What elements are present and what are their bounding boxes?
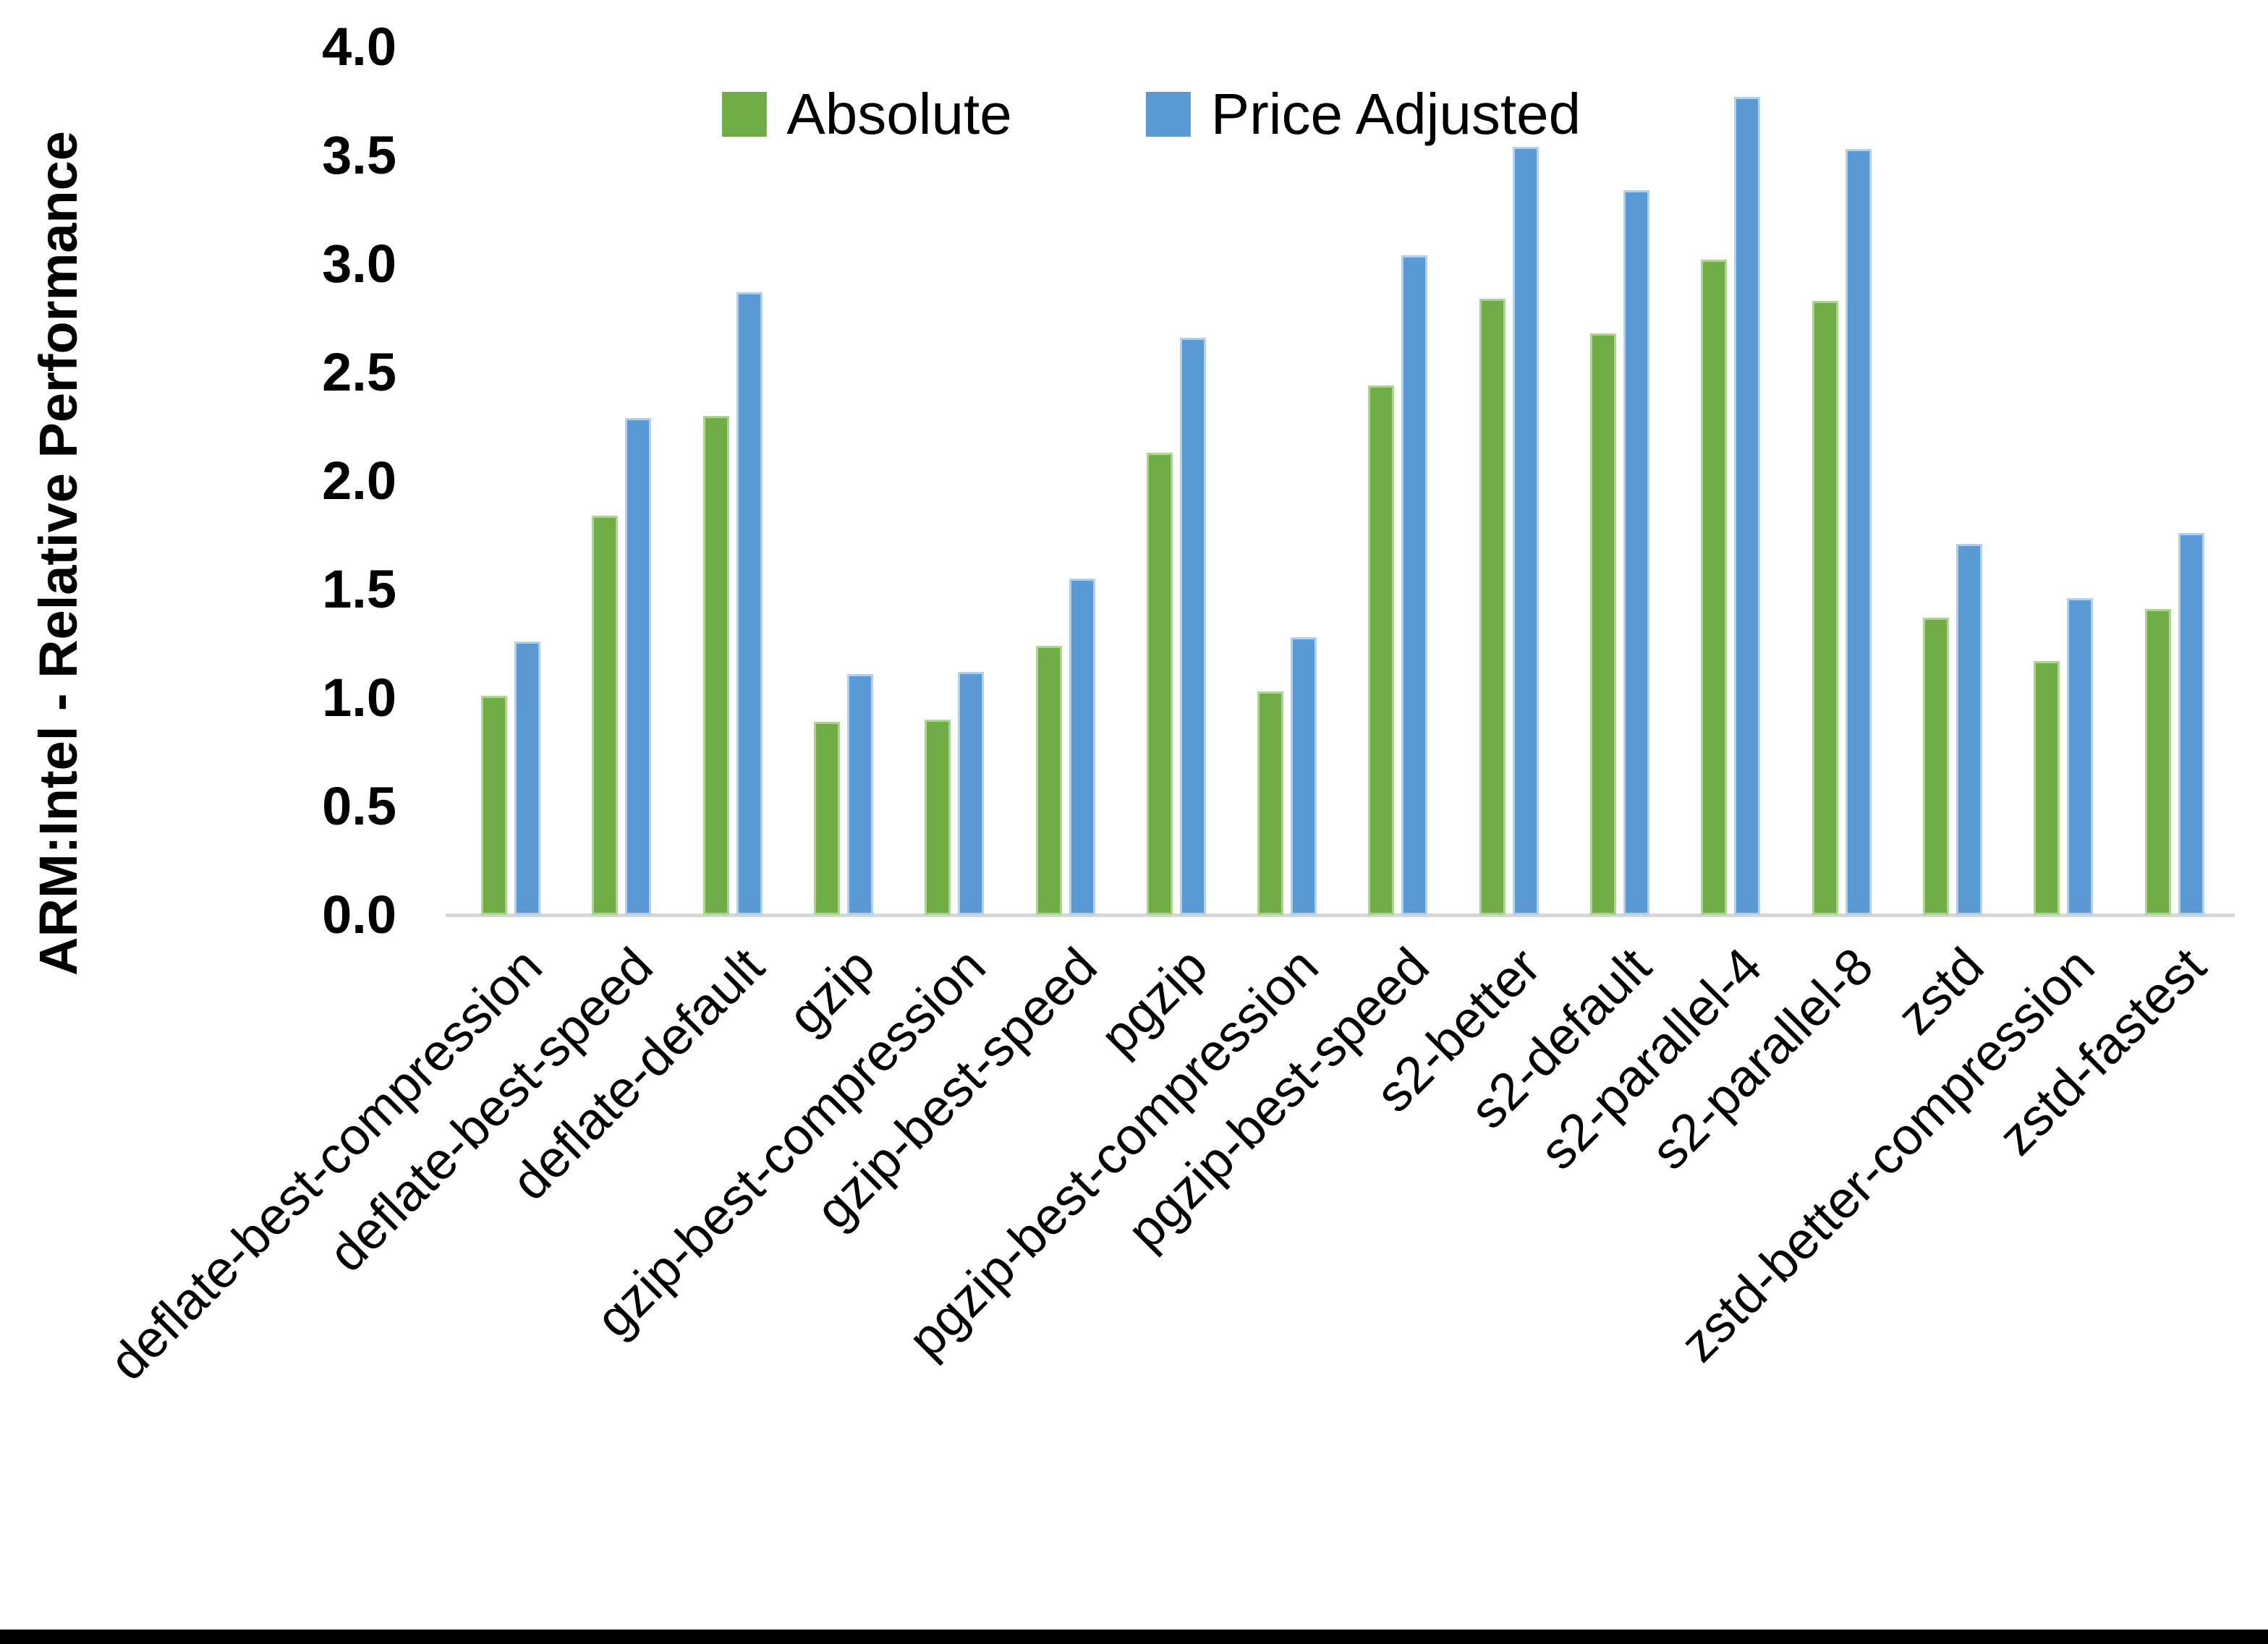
bar-absolute-zstd-better-compression [2034, 661, 2060, 915]
bar-price-adjusted-s2-better [1513, 147, 1539, 915]
bar-price-adjusted-s2-parallel-4 [1734, 97, 1760, 915]
bar-price-adjusted-gzip-best-speed [1069, 579, 1095, 915]
bar-price-adjusted-deflate-default [736, 292, 763, 915]
legend: Absolute Price Adjusted [721, 81, 1581, 148]
bar-price-adjusted-deflate-best-compression [514, 642, 540, 915]
legend-label: Absolute [786, 82, 1012, 146]
legend-item-price-adjusted: Price Adjusted [1145, 81, 1581, 148]
bar-price-adjusted-s2-parallel-8 [1846, 149, 1872, 915]
bar-absolute-deflate-best-speed [592, 516, 618, 915]
x-label: deflate-best-compression [98, 937, 553, 1392]
bar-price-adjusted-deflate-best-speed [625, 418, 651, 915]
legend-swatch-icon [1145, 92, 1191, 137]
bar-absolute-zstd-fastest [2145, 609, 2171, 915]
bar-absolute-s2-default [1590, 333, 1616, 915]
y-tick-label: 1.0 [322, 668, 396, 728]
bar-absolute-s2-better [1479, 299, 1505, 915]
bar-price-adjusted-zstd [1956, 544, 1982, 915]
bar-absolute-s2-parallel-8 [1812, 301, 1838, 915]
bar-absolute-deflate-default [703, 416, 729, 915]
bar-absolute-pgzip-best-speed [1368, 386, 1394, 915]
y-tick-label: 4.0 [322, 17, 396, 77]
bar-price-adjusted-s2-default [1623, 190, 1649, 915]
bar-absolute-zstd [1923, 618, 1949, 915]
y-tick-label: 0.0 [322, 885, 396, 945]
bar-price-adjusted-zstd-fastest [2178, 533, 2204, 915]
bottom-border-strip [0, 1630, 2268, 1644]
y-tick-label: 0.5 [322, 776, 396, 836]
y-tick-label: 2.5 [322, 342, 396, 402]
bar-price-adjusted-pgzip [1180, 338, 1206, 915]
legend-item-absolute: Absolute [721, 81, 1012, 148]
legend-label: Price Adjusted [1210, 82, 1581, 146]
bar-absolute-gzip-best-compression [925, 720, 951, 915]
bar-absolute-deflate-best-compression [481, 696, 507, 915]
plot-area [446, 47, 2235, 917]
bar-absolute-gzip-best-speed [1036, 646, 1062, 915]
bar-price-adjusted-gzip [847, 674, 873, 915]
bar-price-adjusted-pgzip-best-compression [1291, 637, 1317, 915]
legend-swatch-icon [721, 92, 767, 137]
x-axis-line [446, 913, 2235, 917]
bar-absolute-pgzip [1147, 453, 1173, 915]
bar-absolute-gzip [814, 722, 840, 915]
y-tick-label: 3.0 [322, 234, 396, 294]
bar-absolute-pgzip-best-compression [1257, 691, 1283, 915]
bar-price-adjusted-gzip-best-compression [958, 672, 984, 915]
y-tick-label: 1.5 [322, 559, 396, 619]
bar-absolute-s2-parallel-4 [1701, 260, 1727, 915]
y-tick-label: 3.5 [322, 125, 396, 185]
bar-price-adjusted-pgzip-best-speed [1401, 255, 1427, 915]
y-tick-label: 2.0 [322, 451, 396, 511]
bar-price-adjusted-zstd-better-compression [2067, 598, 2093, 915]
